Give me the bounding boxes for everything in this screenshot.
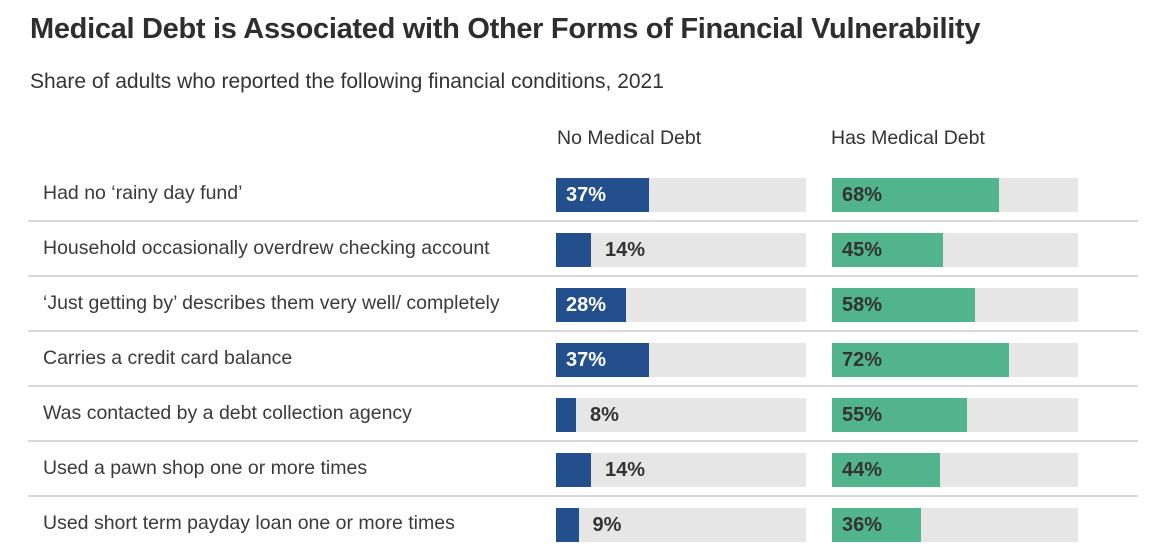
page-subtitle: Share of adults who reported the followi… [30,70,664,93]
bar-fill [832,233,943,267]
bar-value-label: 37% [566,184,607,206]
row-divider [28,275,1138,277]
bar-fill [556,233,591,267]
row-divider [28,385,1138,387]
row-label: Had no ‘rainy day fund’ [43,182,243,204]
bar-has-debt: 45% [832,233,1078,267]
table-row: Household occasionally overdrew checking… [0,222,1154,277]
bar-fill [832,508,921,542]
bar-has-debt: 72% [832,343,1078,377]
bar-fill [556,398,576,432]
bar-has-debt: 36% [832,508,1078,542]
bar-has-debt: 58% [832,288,1078,322]
bar-no-debt: 28% [556,288,806,322]
bar-fill [832,398,968,432]
bar-value-label: 8% [590,404,619,426]
bar-no-debt: 9% [556,508,806,542]
bar-value-label: 36% [842,514,883,536]
bar-fill [832,343,1010,377]
table-row: Was contacted by a debt collection agenc… [0,387,1154,442]
bar-fill [556,343,649,377]
bar-value-label: 55% [842,404,883,426]
row-divider [28,495,1138,497]
row-divider [28,330,1138,332]
bar-no-debt: 14% [556,453,806,487]
bar-no-debt: 8% [556,398,806,432]
bar-fill [832,288,975,322]
bar-fill [832,178,1000,212]
column-header-no-medical-debt: No Medical Debt [557,127,702,149]
bar-fill [556,288,626,322]
chart-rows: Had no ‘rainy day fund’ 37% 68% Househol… [0,167,1154,552]
bar-has-debt: 55% [832,398,1078,432]
row-divider [28,440,1138,442]
bar-fill [832,453,941,487]
bar-fill [556,178,649,212]
column-header-has-medical-debt: Has Medical Debt [831,127,985,149]
bar-value-label: 58% [842,294,883,316]
table-row: Carries a credit card balance 37% 72% [0,332,1154,387]
table-row: Used short term payday loan one or more … [0,497,1154,552]
bar-value-label: 9% [592,514,622,536]
bar-no-debt: 14% [556,233,806,267]
table-row: Had no ‘rainy day fund’ 37% 68% [0,167,1154,222]
table-row: Used a pawn shop one or more times 14% 4… [0,442,1154,497]
bar-has-debt: 44% [832,453,1078,487]
bar-value-label: 37% [566,349,607,371]
bar-value-label: 14% [605,459,646,481]
row-label: Carries a credit card balance [43,347,293,369]
row-label: Household occasionally overdrew checking… [43,237,490,259]
bar-value-label: 44% [842,459,883,481]
page-title: Medical Debt is Associated with Other Fo… [30,13,981,45]
row-label: Used short term payday loan one or more … [43,512,455,534]
bar-fill [556,453,591,487]
row-label: Used a pawn shop one or more times [43,457,368,479]
table-row: ‘Just getting by’ describes them very we… [0,277,1154,332]
bar-has-debt: 68% [832,178,1078,212]
bar-no-debt: 37% [556,178,806,212]
bar-value-label: 72% [842,349,883,371]
bar-value-label: 14% [605,239,646,261]
row-label: ‘Just getting by’ describes them very we… [43,292,500,314]
row-label: Was contacted by a debt collection agenc… [43,402,412,424]
bar-value-label: 45% [842,239,883,261]
row-divider [28,220,1138,222]
bar-fill [556,508,579,542]
bar-no-debt: 37% [556,343,806,377]
bar-value-label: 28% [566,294,607,316]
bar-value-label: 68% [842,184,883,206]
